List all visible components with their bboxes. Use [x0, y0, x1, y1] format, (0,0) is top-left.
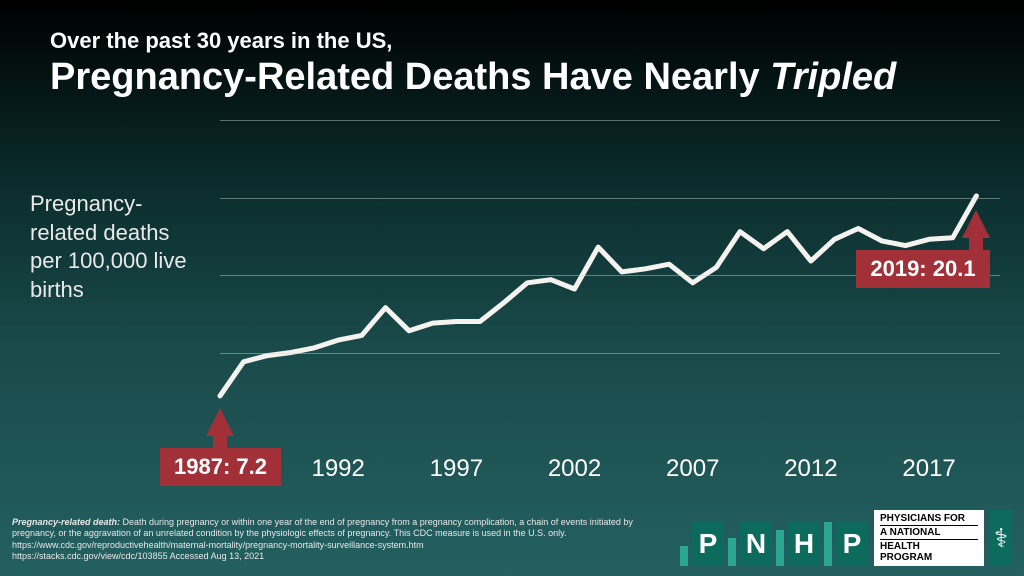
subtitle: Over the past 30 years in the US, [50, 28, 392, 54]
phys-line-2: HEALTH [880, 541, 978, 552]
x-tick: 2017 [902, 455, 955, 483]
physicians-box: PHYSICIANS FOR A NATIONAL HEALTH PROGRAM [874, 510, 984, 566]
page-title: Pregnancy-Related Deaths Have Nearly Tri… [50, 56, 896, 99]
title-emphasis: Tripled [770, 56, 896, 98]
gridline [220, 353, 1000, 354]
x-tick: 2002 [548, 455, 601, 483]
pnhp-logo: PNHP [680, 518, 868, 566]
pnhp-letter: H [788, 522, 820, 566]
x-tick: 2007 [666, 455, 719, 483]
callout-end: 2019: 20.1 [856, 250, 989, 288]
pnhp-bar [776, 530, 784, 566]
title-prefix: Pregnancy-Related Deaths Have Nearly [50, 56, 770, 98]
x-tick: 2012 [784, 455, 837, 483]
y-axis-label: Pregnancy-related deaths per 100,000 liv… [30, 190, 200, 304]
pnhp-letter: P [692, 522, 724, 566]
pnhp-letter: P [836, 522, 868, 566]
callout-end-label: 2019: 20.1 [870, 256, 975, 281]
data-line [220, 196, 976, 396]
phys-line-3: PROGRAM [880, 552, 978, 563]
footnote-url1: https://www.cdc.gov/reproductivehealth/m… [12, 540, 424, 550]
pnhp-bar [824, 522, 832, 566]
logo: PNHP PHYSICIANS FOR A NATIONAL HEALTH PR… [680, 510, 1012, 566]
caduceus-icon: ⚕ [990, 510, 1012, 566]
pnhp-bar [728, 538, 736, 566]
footnote-lead: Pregnancy-related death: [12, 517, 120, 527]
pnhp-letter: N [740, 522, 772, 566]
slide-root: Over the past 30 years in the US, Pregna… [0, 0, 1024, 576]
pnhp-bar [680, 546, 688, 566]
callout-start-arrow-icon [206, 408, 234, 436]
callout-end-arrow-icon [962, 210, 990, 238]
callout-start: 1987: 7.2 [160, 448, 281, 486]
callout-start-label: 1987: 7.2 [174, 454, 267, 479]
x-axis: 1987199219972002200720122017 [220, 455, 1000, 485]
gridline [220, 120, 1000, 121]
footnote: Pregnancy-related death: Death during pr… [12, 517, 652, 562]
x-tick: 1997 [430, 455, 483, 483]
phys-line-1: A NATIONAL [880, 525, 978, 540]
gridline [220, 198, 1000, 199]
footnote-url2: https://stacks.cdc.gov/view/cdc/103855 A… [12, 551, 264, 561]
phys-line-0: PHYSICIANS FOR [880, 513, 978, 524]
x-tick: 1992 [311, 455, 364, 483]
